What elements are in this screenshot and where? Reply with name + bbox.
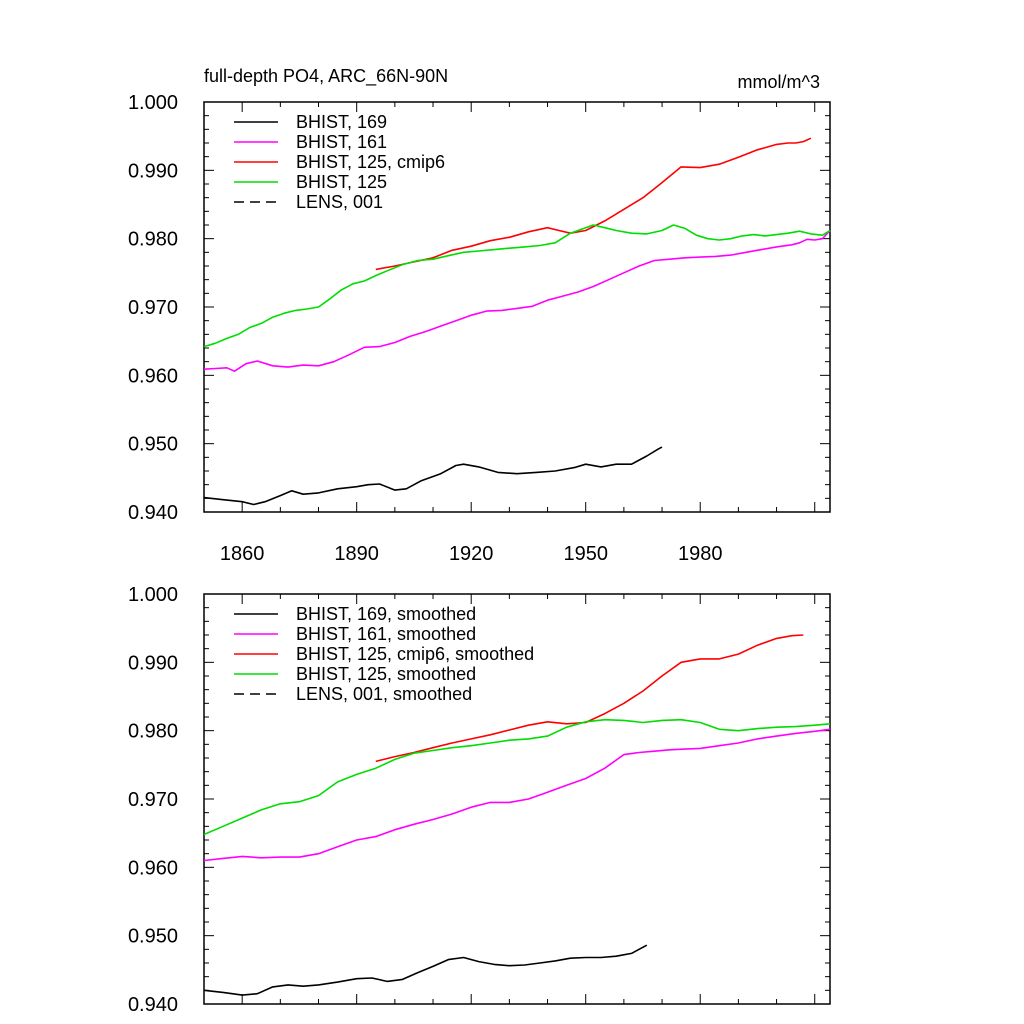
- top-x-tick-label: 1980: [678, 543, 723, 565]
- top-series-line-4: [203, 224, 831, 348]
- top-series-line-3: [375, 137, 812, 271]
- top-y-tick-label: 0.980: [128, 229, 178, 251]
- top-y-tick-label: 0.960: [128, 365, 178, 387]
- bottom-y-tick-label: 0.980: [128, 721, 178, 743]
- top-legend-label: BHIST, 125: [296, 172, 387, 192]
- bottom-legend-label: BHIST, 161, smoothed: [296, 624, 476, 644]
- top-legend-label: BHIST, 125, cmip6: [296, 152, 445, 172]
- bottom-series-line-2: [203, 728, 831, 862]
- top-legend-label: BHIST, 161: [296, 132, 387, 152]
- bottom-y-tick-label: 1.000: [128, 584, 178, 606]
- bottom-y-tick-label: 0.950: [128, 926, 178, 948]
- top-y-tick-label: 0.950: [128, 434, 178, 456]
- bottom-legend-label: BHIST, 125, cmip6, smoothed: [296, 644, 534, 664]
- top-series-line-2: [203, 229, 831, 373]
- top-x-tick-label: 1920: [449, 543, 494, 565]
- bottom-series-line-3: [375, 634, 804, 763]
- bottom-series-line-4: [203, 718, 831, 836]
- bottom-y-tick-label: 0.990: [128, 652, 178, 674]
- top-y-tick-label: 0.990: [128, 160, 178, 182]
- top-y-tick-label: 0.940: [128, 502, 178, 524]
- top-x-tick-label: 1890: [334, 543, 379, 565]
- bottom-legend-label: BHIST, 125, smoothed: [296, 664, 476, 684]
- bottom-y-tick-label: 0.940: [128, 994, 178, 1016]
- bottom-panel: 0.940 0.950 0.960 0.970 0.980 0.990 1.000 BHIST…: [128, 584, 831, 1016]
- bottom-series-line-1: [203, 944, 648, 996]
- bottom-y-tick-label: 0.970: [128, 789, 178, 811]
- top-series-line-1: [203, 446, 663, 506]
- figure-title: full-depth PO4, ARC_66N-90N: [204, 66, 448, 87]
- units-label: mmol/m^3: [738, 72, 820, 92]
- top-legend-label: LENS, 001: [296, 192, 383, 212]
- top-panel: 0.940 0.950 0.960 0.970 0.980 0.990 1.000 1860 1…: [128, 92, 831, 565]
- top-x-tick-label: 1950: [563, 543, 608, 565]
- top-y-tick-label: 0.970: [128, 297, 178, 319]
- top-y-tick-label: 1.000: [128, 92, 178, 114]
- top-legend-label: BHIST, 169: [296, 112, 387, 132]
- bottom-legend-label: BHIST, 169, smoothed: [296, 604, 476, 624]
- top-x-tick-label: 1860: [220, 543, 265, 565]
- bottom-legend-label: LENS, 001, smoothed: [296, 684, 472, 704]
- bottom-y-tick-label: 0.960: [128, 857, 178, 879]
